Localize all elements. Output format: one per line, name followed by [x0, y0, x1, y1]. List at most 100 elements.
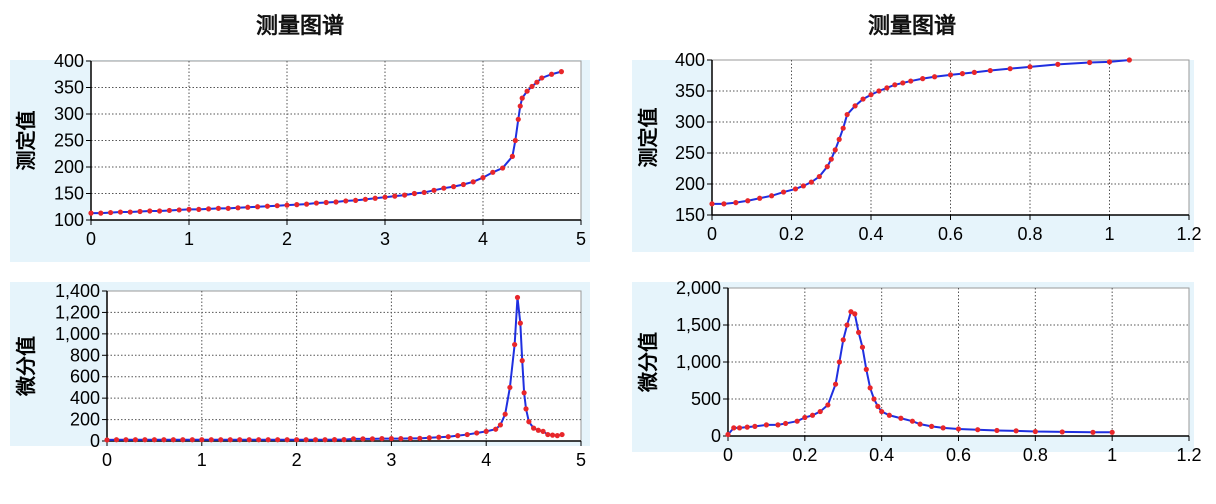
- data-point: [920, 76, 926, 82]
- data-point: [879, 408, 885, 415]
- data-point: [917, 421, 923, 427]
- chart-title-left: 测量图谱: [255, 14, 344, 39]
- data-point: [875, 403, 881, 409]
- data-point: [151, 437, 157, 443]
- data-point: [733, 200, 739, 206]
- data-point: [88, 210, 94, 216]
- data-point: [312, 437, 319, 443]
- data-point: [514, 294, 521, 301]
- x-tick-label: 1: [1107, 445, 1117, 465]
- data-point: [333, 199, 339, 205]
- data-point: [852, 311, 858, 317]
- data-point: [104, 437, 110, 443]
- data-point: [549, 432, 556, 438]
- data-point: [341, 437, 347, 443]
- plot-area: [106, 290, 582, 442]
- data-point: [519, 95, 525, 101]
- data-point: [303, 437, 309, 443]
- y-tick-label: 200: [54, 157, 84, 177]
- data-point: [780, 189, 787, 195]
- data-point: [752, 423, 758, 429]
- data-point: [549, 71, 555, 77]
- data-point: [848, 309, 854, 315]
- data-point: [721, 201, 727, 207]
- x-tick-label: 0.8: [1017, 224, 1042, 244]
- y-axis-label: 测定值: [14, 111, 38, 171]
- data-point: [225, 205, 231, 211]
- data-point: [844, 111, 850, 118]
- data-point: [1007, 66, 1013, 72]
- data-point: [411, 190, 417, 197]
- data-point: [775, 422, 781, 428]
- data-point: [196, 206, 202, 212]
- data-point: [208, 437, 214, 443]
- data-point: [206, 206, 212, 212]
- chart-bottom-right: 0 500 1,000 1,500 2,000 0 0.2 0.4 0.6 0.8 1 1.2 微分值: [632, 278, 1202, 465]
- data-point: [490, 169, 496, 175]
- data-point: [113, 437, 120, 443]
- data-point: [940, 425, 946, 431]
- y-axis-label: 微分值: [636, 332, 660, 393]
- y-tick-label: 1,400: [55, 281, 100, 301]
- x-tick-label: 4: [478, 229, 488, 249]
- y-tick-label: 2,000: [676, 278, 721, 298]
- y-tick-label: 500: [691, 389, 721, 409]
- y-tick-label: 300: [54, 104, 84, 124]
- data-point: [127, 209, 133, 215]
- data-point: [808, 179, 814, 185]
- data-point: [859, 344, 866, 350]
- data-point: [451, 184, 457, 190]
- data-point: [1027, 64, 1033, 70]
- data-point: [215, 205, 221, 211]
- data-point: [836, 136, 842, 142]
- data-point: [98, 210, 104, 216]
- y-axis-label: 微分值: [14, 336, 38, 397]
- data-point: [294, 437, 300, 443]
- data-point: [868, 92, 874, 98]
- data-point: [836, 359, 843, 365]
- data-point: [1059, 429, 1065, 435]
- data-point: [275, 437, 281, 443]
- data-point: [137, 208, 143, 215]
- data-point: [517, 320, 523, 326]
- data-point: [994, 427, 1000, 434]
- y-tick-label: 1,200: [55, 302, 100, 322]
- data-point: [402, 192, 408, 198]
- x-tick-label: 0: [86, 229, 96, 249]
- data-point: [987, 67, 993, 74]
- data-point: [322, 437, 328, 443]
- data-point: [523, 406, 529, 412]
- y-tick-label: 150: [54, 184, 84, 204]
- data-point: [932, 74, 938, 80]
- x-tick-label: 0.4: [869, 445, 894, 465]
- data-point: [426, 435, 432, 441]
- x-tick-label: 0: [707, 224, 717, 244]
- data-point: [540, 428, 546, 434]
- data-point: [1109, 429, 1115, 435]
- data-point: [441, 185, 447, 191]
- data-point: [832, 147, 838, 153]
- data-point: [736, 425, 743, 431]
- data-point: [792, 186, 799, 192]
- data-point: [825, 402, 831, 408]
- data-point: [372, 195, 378, 201]
- chart-top-left: 100 150 200 250 300 350 400 0 1 2 3 4 5 测定值: [10, 51, 590, 262]
- y-tick-label: 200: [70, 410, 100, 430]
- data-point: [483, 428, 489, 434]
- x-tick-label: 0.8: [1023, 445, 1048, 465]
- data-point: [909, 418, 916, 424]
- data-point: [794, 418, 800, 424]
- data-point: [388, 436, 394, 442]
- y-tick-label: 200: [675, 174, 705, 194]
- data-point: [783, 420, 789, 427]
- data-point: [521, 390, 527, 396]
- data-point: [1090, 429, 1096, 435]
- data-point: [455, 433, 461, 439]
- data-point: [421, 189, 427, 196]
- y-tick-label: 350: [54, 78, 84, 98]
- data-point: [1106, 59, 1113, 65]
- data-point: [867, 385, 873, 391]
- data-point: [176, 207, 182, 213]
- chart-title-right: 测量图谱: [867, 14, 956, 39]
